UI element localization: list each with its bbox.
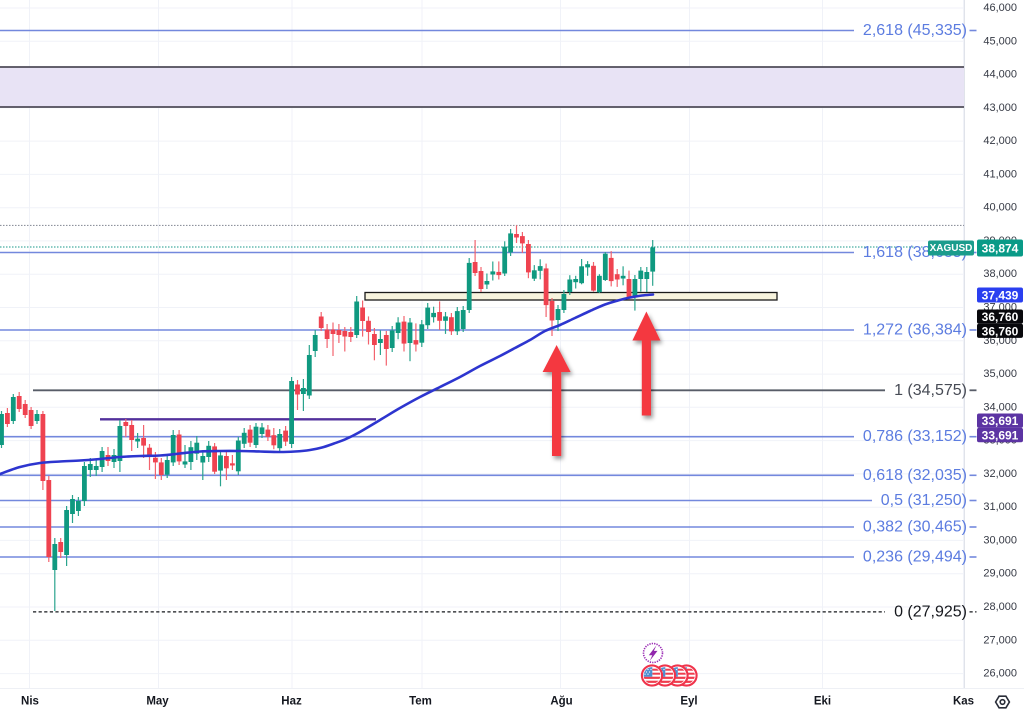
svg-text:0,382 (30,465): 0,382 (30,465) [863,519,967,536]
svg-text:May: May [146,696,169,708]
svg-text:0 (27,925): 0 (27,925) [894,603,967,620]
svg-text:Eki: Eki [814,696,831,708]
svg-text:30,000: 30,000 [983,534,1017,546]
svg-text:Nis: Nis [21,696,39,708]
svg-text:35,000: 35,000 [983,368,1017,380]
svg-text:45,000: 45,000 [983,35,1017,47]
svg-text:0,236 (29,494): 0,236 (29,494) [863,549,967,566]
svg-text:33,691: 33,691 [982,414,1019,428]
svg-text:46,000: 46,000 [983,2,1017,14]
svg-text:36,760: 36,760 [982,324,1019,338]
svg-text:2,618 (45,335): 2,618 (45,335) [863,22,967,39]
svg-text:29,000: 29,000 [983,568,1017,580]
svg-text:28,000: 28,000 [983,601,1017,613]
svg-text:38,000: 38,000 [983,268,1017,280]
svg-text:27,000: 27,000 [983,634,1017,646]
svg-text:31,000: 31,000 [983,501,1017,513]
svg-text:0,786 (33,152): 0,786 (33,152) [863,428,967,445]
svg-text:32,000: 32,000 [983,468,1017,480]
svg-text:34,000: 34,000 [983,401,1017,413]
svg-text:1 (34,575): 1 (34,575) [894,382,967,399]
svg-text:36,760: 36,760 [982,310,1019,324]
svg-text:38,874: 38,874 [982,242,1019,256]
svg-text:Kas: Kas [953,696,974,708]
svg-text:44,000: 44,000 [983,69,1017,81]
svg-text:Ağu: Ağu [550,696,572,708]
svg-text:26,000: 26,000 [983,668,1017,680]
svg-text:42,000: 42,000 [983,135,1017,147]
svg-text:41,000: 41,000 [983,168,1017,180]
svg-text:0,618 (32,035): 0,618 (32,035) [863,467,967,484]
svg-text:37,439: 37,439 [982,289,1019,303]
svg-text:Eyl: Eyl [680,696,697,708]
svg-text:33,691: 33,691 [982,429,1019,443]
svg-text:1,272 (36,384): 1,272 (36,384) [863,322,967,339]
svg-text:Haz: Haz [281,696,302,708]
svg-text:43,000: 43,000 [983,102,1017,114]
svg-text:0,5 (31,250): 0,5 (31,250) [881,492,967,509]
svg-text:40,000: 40,000 [983,202,1017,214]
svg-text:XAGUSD: XAGUSD [930,243,973,254]
svg-text:Tem: Tem [409,696,432,708]
